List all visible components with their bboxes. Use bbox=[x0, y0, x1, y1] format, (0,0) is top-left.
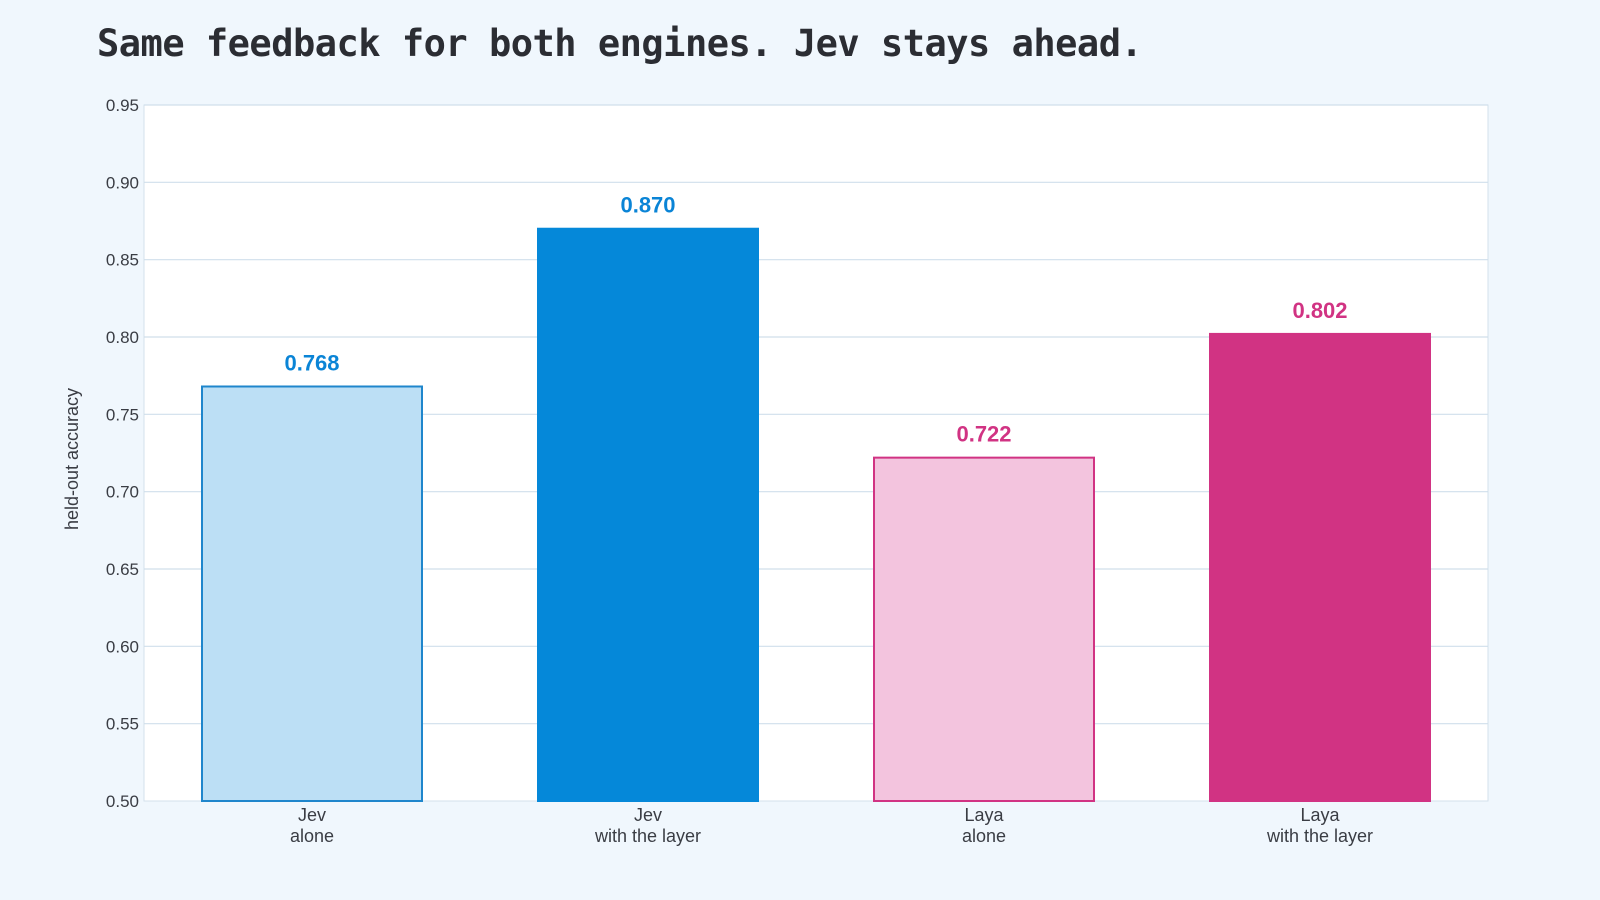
x-tick-label: Jev bbox=[634, 805, 662, 825]
bar bbox=[537, 227, 759, 802]
x-tick-label: with the layer bbox=[1266, 826, 1373, 846]
bar-value-label: 0.722 bbox=[956, 422, 1011, 447]
x-tick-label: alone bbox=[962, 826, 1006, 846]
bar bbox=[873, 456, 1095, 802]
y-tick-label: 0.90 bbox=[106, 173, 139, 192]
value-labels: 0.768 0.870 0.722 0.802 bbox=[284, 193, 1347, 447]
y-tick-label: 0.60 bbox=[106, 637, 139, 656]
y-tick-label: 0.55 bbox=[106, 715, 139, 734]
y-tick-label: 0.75 bbox=[106, 405, 139, 424]
y-tick-label: 0.50 bbox=[106, 792, 139, 811]
y-tick-label: 0.70 bbox=[106, 483, 139, 502]
bar-value-label: 0.870 bbox=[620, 193, 675, 218]
x-tick-label: Laya bbox=[964, 805, 1004, 825]
chart-title: Same feedback for both engines. Jev stay… bbox=[97, 22, 1143, 65]
bar bbox=[201, 385, 423, 802]
bar-value-label: 0.802 bbox=[1292, 298, 1347, 323]
x-tick-label: Jev bbox=[298, 805, 326, 825]
y-tick-labels: 0.50 0.55 0.60 0.65 0.70 0.75 0.80 0.85 0.90 0.95 bbox=[106, 96, 139, 811]
y-axis-label: held-out accuracy bbox=[62, 388, 82, 530]
x-tick-label: Laya bbox=[1300, 805, 1340, 825]
bar bbox=[1209, 332, 1431, 802]
bars bbox=[201, 227, 1431, 802]
y-tick-label: 0.85 bbox=[106, 251, 139, 270]
x-tick-label: with the layer bbox=[594, 826, 701, 846]
y-tick-label: 0.80 bbox=[106, 328, 139, 347]
bar-value-label: 0.768 bbox=[284, 350, 339, 375]
y-tick-label: 0.65 bbox=[106, 560, 139, 579]
x-tick-label: alone bbox=[290, 826, 334, 846]
y-tick-label: 0.95 bbox=[106, 96, 139, 115]
